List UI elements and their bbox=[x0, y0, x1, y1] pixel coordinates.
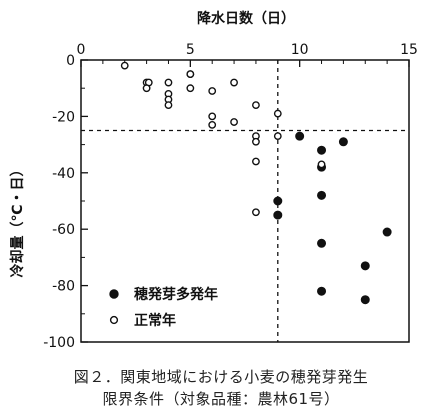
data-point-open bbox=[208, 87, 217, 95]
plot-area bbox=[80, 59, 410, 343]
data-point-open bbox=[164, 101, 173, 110]
x-tick-label: 5 bbox=[186, 42, 195, 58]
data-point-filled bbox=[317, 190, 327, 200]
x-tick-label: 10 bbox=[291, 42, 309, 58]
data-point-open bbox=[186, 70, 195, 79]
data-point-open bbox=[273, 109, 282, 118]
y-tick-label: 0 bbox=[66, 53, 75, 69]
y-tick-label: -20 bbox=[52, 109, 75, 125]
data-point-filled bbox=[317, 238, 327, 248]
data-point-open bbox=[252, 157, 260, 166]
figure-caption-line2: 限界条件（対象品種：農林61号） bbox=[102, 390, 340, 408]
y-tick-label: -60 bbox=[52, 222, 75, 238]
data-point-open bbox=[252, 137, 260, 146]
data-point-filled bbox=[360, 295, 370, 305]
axis-ticks: 0 5 10 15 0 -20 -40 -60 -80 -100 bbox=[43, 42, 418, 351]
data-point-open bbox=[186, 84, 195, 93]
data-point-open bbox=[208, 112, 217, 121]
data-point-filled bbox=[317, 145, 327, 155]
data-point-filled bbox=[317, 286, 327, 296]
legend-marker-open bbox=[109, 315, 119, 325]
data-point-open bbox=[142, 84, 151, 93]
data-point-filled bbox=[338, 137, 348, 147]
data-point-open bbox=[252, 208, 260, 217]
data-point-open bbox=[164, 78, 173, 87]
data-point-open bbox=[252, 101, 260, 110]
y-tick-label: -100 bbox=[43, 335, 75, 351]
data-point-open bbox=[120, 61, 129, 70]
legend-label: 穂発芽多発年 bbox=[134, 286, 218, 303]
data-point-filled bbox=[382, 227, 392, 237]
x-tick-label: 0 bbox=[77, 42, 86, 58]
y-tick-label: -40 bbox=[52, 166, 75, 182]
data-point-open bbox=[317, 160, 326, 169]
data-point-filled bbox=[273, 196, 283, 206]
data-point-filled bbox=[360, 261, 370, 271]
x-axis-title: 降水日数（日） bbox=[197, 10, 295, 27]
data-point-filled bbox=[273, 210, 283, 220]
y-axis-title: 冷却量（℃・日） bbox=[9, 163, 26, 278]
threshold-lines bbox=[81, 60, 409, 342]
figure-caption-line1: 図２．関東地域における小麦の穂発芽発生 bbox=[73, 368, 369, 386]
x-tick-label: 15 bbox=[400, 42, 418, 58]
data-points bbox=[120, 61, 392, 305]
data-point-filled bbox=[295, 131, 305, 141]
data-point-open bbox=[208, 120, 217, 129]
data-point-open bbox=[230, 78, 238, 87]
data-point-open bbox=[230, 118, 238, 126]
y-tick-label: -80 bbox=[52, 279, 75, 295]
data-point-open bbox=[273, 132, 282, 141]
legend-label: 正常年 bbox=[134, 312, 176, 329]
legend-marker-filled bbox=[109, 289, 119, 299]
